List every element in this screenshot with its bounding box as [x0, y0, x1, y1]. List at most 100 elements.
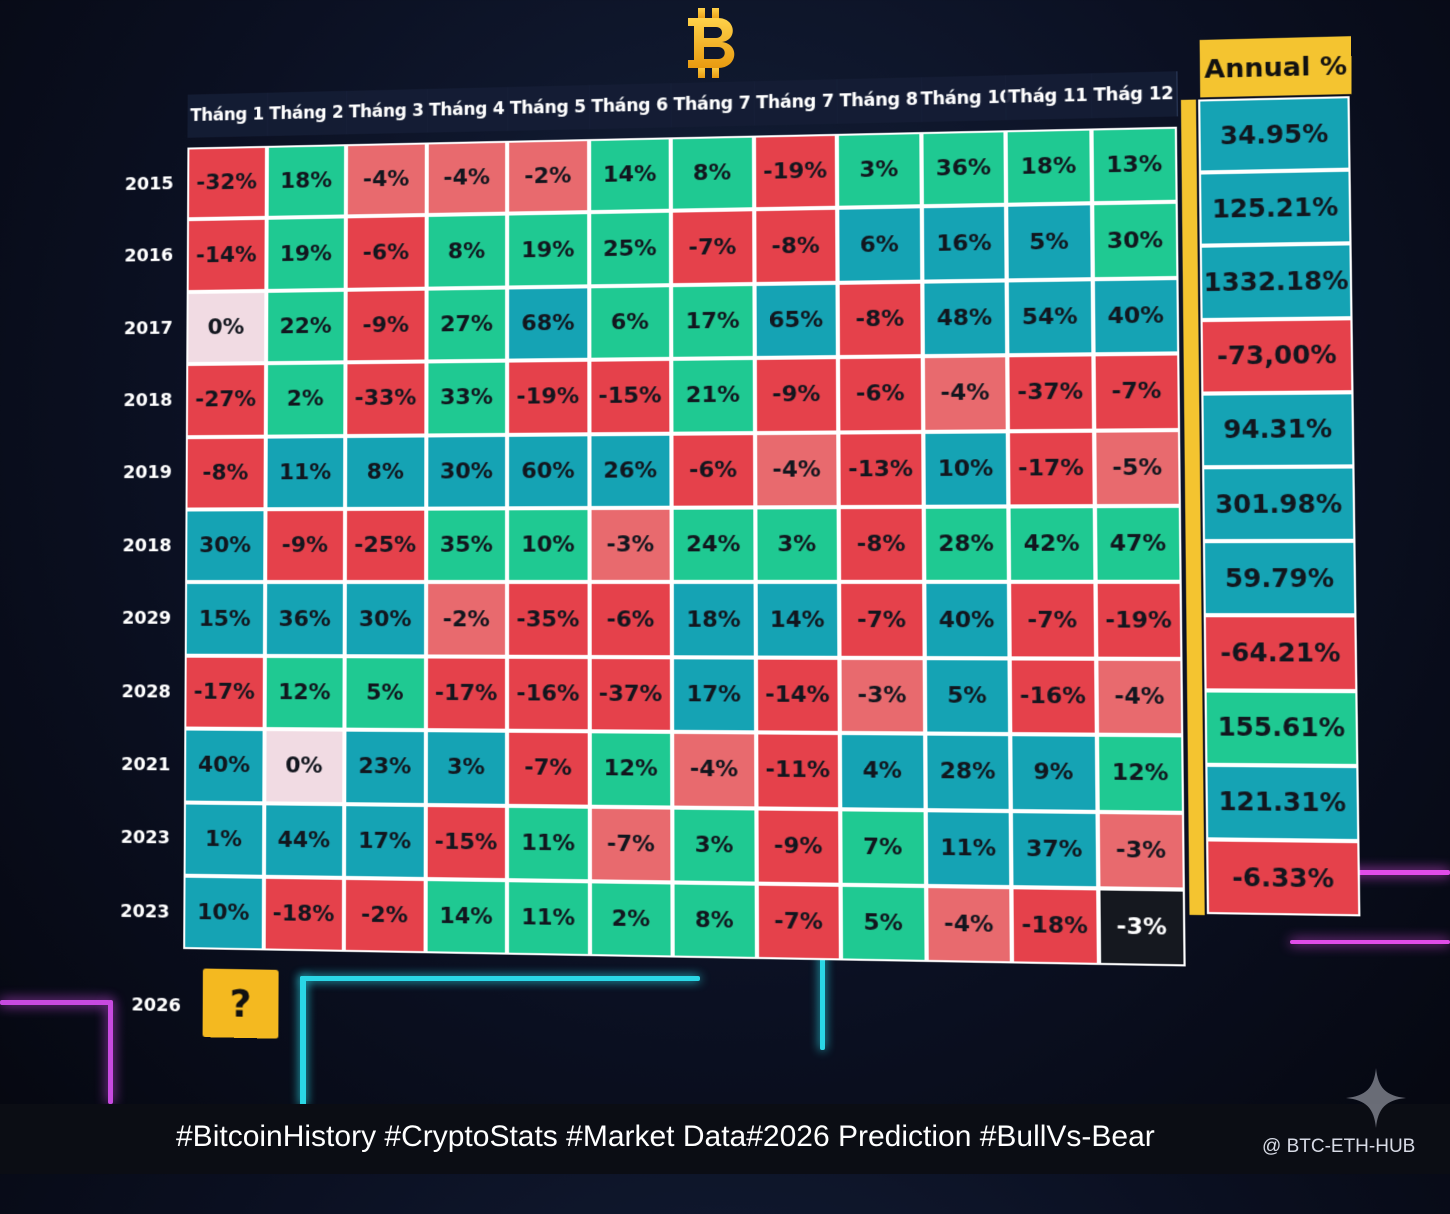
heatmap-cell: -7%: [589, 806, 672, 882]
heatmap-cell: 3%: [755, 507, 839, 582]
heatmap-cell: -5%: [1094, 430, 1181, 507]
heatmap-cell: 6%: [837, 207, 922, 283]
heatmap-cell: 40%: [1092, 278, 1179, 355]
heatmap-cell: 11%: [925, 810, 1011, 887]
heatmap-cell: -19%: [753, 134, 837, 210]
heatmap-cell: 3%: [672, 807, 756, 883]
heatmap-cell: 36%: [921, 130, 1006, 206]
heatmap-cell: 14%: [755, 582, 839, 657]
heatmap-cell: -4%: [426, 141, 507, 216]
heatmap-cell: -9%: [265, 509, 345, 582]
heatmap-cell: -6%: [346, 215, 427, 289]
year-label-extra: 2026: [112, 995, 181, 1017]
heatmap-cell: 5%: [1006, 204, 1092, 281]
heatmap-cell: 8%: [345, 435, 426, 509]
year-label: 2018: [104, 391, 173, 411]
month-header: Tháng 5: [507, 85, 589, 131]
heatmap-cell: 3%: [837, 132, 922, 208]
month-header: Tháng 4: [426, 87, 508, 133]
heatmap-cell: -37%: [589, 657, 672, 732]
annual-cell: 301.98%: [1202, 466, 1355, 541]
heatmap-cell: 9%: [1010, 734, 1097, 811]
heatmap-cell: -4%: [755, 432, 839, 507]
heatmap-cell: -9%: [754, 357, 838, 432]
month-header: Tháng 3: [346, 89, 427, 134]
year-label: 2017: [104, 318, 172, 339]
heatmap-cell: 40%: [924, 582, 1010, 658]
heatmap-cell: 6%: [589, 285, 671, 360]
heatmap-cell: 19%: [266, 217, 346, 291]
annual-cell: 34.95%: [1198, 96, 1350, 173]
heatmap-cell: 7%: [840, 809, 925, 886]
heatmap-cell: 30%: [185, 509, 265, 582]
heatmap-cell: -25%: [345, 509, 426, 583]
heatmap-cell: 8%: [672, 882, 756, 959]
month-header: Tháng 8: [837, 77, 922, 123]
year-label: 2023: [101, 828, 170, 849]
heatmap-cell: 25%: [589, 211, 671, 286]
heatmap-cell: 44%: [263, 803, 344, 878]
heatmap-cell: -15%: [589, 359, 672, 434]
heatmap-cell: 23%: [344, 730, 425, 805]
heatmap-cell: 3%: [425, 730, 507, 805]
annual-cell: -73,00%: [1200, 318, 1353, 394]
heatmap-cell: -8%: [839, 507, 924, 582]
heatmap-cell: 27%: [426, 287, 507, 361]
heatmap-cell: 47%: [1094, 506, 1181, 582]
heatmap-cell: 24%: [672, 507, 756, 582]
heatmap-cell: 33%: [426, 361, 507, 435]
heatmap-cell: 11%: [265, 436, 345, 510]
heatmap-cell: -3%: [1097, 812, 1185, 890]
heatmap-cell: -8%: [754, 208, 838, 284]
heatmap-cell: -16%: [1010, 658, 1097, 735]
heatmap-cell: 26%: [589, 433, 672, 508]
credit-text: @ BTC-ETH-HUB: [1262, 1136, 1415, 1158]
heatmap-cell: 35%: [426, 508, 507, 582]
annual-cell: -6.33%: [1206, 839, 1360, 916]
prediction-question-box: ?: [203, 969, 279, 1039]
year-label: 2016: [105, 246, 173, 267]
heatmap-cell: 18%: [672, 582, 756, 657]
heatmap-cell: 11%: [507, 805, 589, 881]
heatmap-cell: -2%: [507, 139, 589, 214]
year-label: 2019: [103, 463, 172, 483]
heatmap-cell: 0%: [186, 291, 266, 365]
heatmap-cell: 40%: [184, 729, 264, 803]
heatmap-cell: -35%: [507, 582, 589, 656]
heatmap-cell: 10%: [923, 431, 1009, 507]
heatmap-cell: -17%: [184, 655, 264, 729]
heatmap-cell: 21%: [671, 358, 754, 433]
heatmap-cell: -17%: [1008, 430, 1094, 506]
heatmap-cell: 13%: [1091, 127, 1178, 204]
heatmap-cell: 30%: [345, 582, 426, 656]
month-header: Tháng 2: [266, 91, 347, 136]
heatmap-cell: 54%: [1007, 279, 1093, 355]
heatmap-cell: -7%: [756, 884, 841, 961]
heatmap-cell: -18%: [263, 877, 344, 952]
heatmap-cell: -7%: [1009, 582, 1096, 658]
annual-header: Annual %: [1200, 36, 1352, 97]
month-header: Tháng 6: [589, 83, 672, 129]
heatmap-cell: 0%: [264, 729, 345, 804]
annual-cell: 155.61%: [1204, 690, 1358, 766]
month-header: Tháng 1: [187, 93, 267, 138]
month-header: Thág 11: [1005, 73, 1092, 120]
heatmap-cell: 4%: [840, 733, 925, 810]
heatmap-cell: 65%: [754, 283, 838, 359]
annual-cell: 125.21%: [1199, 170, 1352, 246]
heatmap-cell: -19%: [1095, 582, 1182, 659]
heatmap-cell: -7%: [839, 582, 924, 658]
heatmap-cell: -16%: [507, 657, 589, 732]
heatmap-cell: 10%: [507, 508, 589, 582]
heatmap-cell: -2%: [426, 582, 508, 656]
heatmap-cell: 8%: [671, 136, 754, 211]
heatmap-cell: 22%: [266, 290, 346, 364]
year-label-column: 2015 2016 2017 2018 2019 2018 2029 2028 2021 2023…: [10, 0, 1450, 14]
month-header-row: Tháng 1 Tháng 2 Tháng 3 Tháng 4 Tháng 5 Tháng…: [10, 0, 1450, 14]
heatmap-cell: -6%: [838, 356, 923, 432]
annual-cell: 94.31%: [1201, 392, 1354, 467]
heatmap-cell: -9%: [756, 808, 841, 885]
heatmap-cell: -4%: [922, 355, 1008, 431]
heatmap-cell: 16%: [921, 205, 1006, 281]
